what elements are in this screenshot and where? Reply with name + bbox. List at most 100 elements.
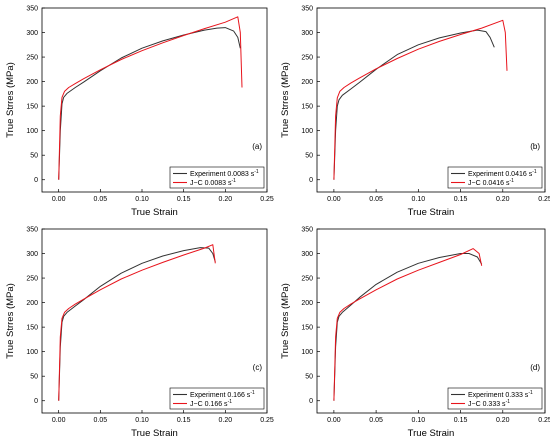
y-tick-label: 0 xyxy=(309,398,313,405)
legend-unit-superscript: -1 xyxy=(506,399,511,405)
legend-label-experiment: Experiment 0.333 s-1 xyxy=(468,390,533,399)
y-axis-title: True Strres (MPa) xyxy=(280,283,291,359)
jc-series-line xyxy=(333,19,508,180)
chart-panel-3: 0.00 0.05 0.10 0.15 0.20 0.25 0 50 100 150 200 250 3… xyxy=(5,227,274,440)
y-tick-label: 100 xyxy=(301,128,313,135)
x-tick-label: 0.20 xyxy=(496,196,510,203)
y-tick-label: 250 xyxy=(301,55,313,62)
legend: Experiment 0.166 s-1J−C 0.166 s-1 xyxy=(169,387,265,410)
x-tick-label: 0.15 xyxy=(454,196,468,203)
y-axis-title: True Strres (MPa) xyxy=(5,283,16,359)
y-tick-label: 100 xyxy=(301,349,313,356)
x-tick-label: 0.05 xyxy=(94,417,108,424)
y-tick-label: 50 xyxy=(305,374,313,381)
plot-frame xyxy=(41,228,268,414)
y-tick-label: 0 xyxy=(34,177,38,184)
x-tick-label: 0.20 xyxy=(496,417,510,424)
legend-unit-superscript: -1 xyxy=(250,390,255,396)
y-tick-label: 150 xyxy=(301,104,313,111)
y-tick-label: 300 xyxy=(301,30,313,37)
chart-panel-4: 0.00 0.05 0.10 0.15 0.20 0.25 0 50 100 150 200 250 3… xyxy=(280,227,550,440)
legend-box xyxy=(447,387,543,410)
x-tick-label: 0.15 xyxy=(177,417,191,424)
x-tick-label: 0.15 xyxy=(177,196,191,203)
legend-series-name: J−C 0.333 s xyxy=(468,401,506,408)
x-axis-title: True Strain xyxy=(131,428,178,439)
x-tick-label: 0.20 xyxy=(219,417,233,424)
x-tick-label: 0.10 xyxy=(412,417,426,424)
x-tick-label: 0.20 xyxy=(219,196,233,203)
legend-label-experiment: Experiment 0.0416 s-1 xyxy=(468,169,537,178)
experiment-series-line xyxy=(333,29,495,180)
legend-box xyxy=(169,166,265,189)
panel-label: (c) xyxy=(253,363,263,372)
legend: Experiment 0.0416 s-1J−C 0.0416 s-1 xyxy=(447,166,543,189)
x-tick-label: 0.25 xyxy=(538,417,550,424)
y-tick-label: 250 xyxy=(26,276,38,283)
legend-unit-superscript: -1 xyxy=(228,399,233,405)
legend-unit-superscript: -1 xyxy=(509,178,514,184)
y-tick-label: 350 xyxy=(301,6,313,13)
x-tick-label: 0.15 xyxy=(454,417,468,424)
y-axis-title: True Strres (MPa) xyxy=(5,62,16,138)
panel-label: (d) xyxy=(530,363,540,372)
x-axis-title: True Strain xyxy=(408,207,455,218)
jc-series-line xyxy=(333,248,483,401)
x-tick-label: 0.05 xyxy=(94,196,108,203)
legend-unit-superscript: -1 xyxy=(532,169,537,175)
legend-label-experiment: Experiment 0.166 s-1 xyxy=(190,390,255,399)
y-tick-label: 50 xyxy=(305,153,313,160)
plot-frame xyxy=(316,7,546,193)
chart-panel-2: 0.00 0.05 0.10 0.15 0.20 0.25 0 50 100 150 200 250 3… xyxy=(280,6,550,219)
x-axis-title: True Strain xyxy=(408,428,455,439)
y-tick-label: 150 xyxy=(301,325,313,332)
y-tick-label: 0 xyxy=(309,177,313,184)
y-tick-label: 150 xyxy=(26,104,38,111)
x-axis-title: True Strain xyxy=(131,207,178,218)
legend-box xyxy=(169,387,265,410)
panel-label: (b) xyxy=(530,142,540,151)
y-tick-label: 200 xyxy=(301,300,313,307)
y-tick-label: 50 xyxy=(30,153,38,160)
legend-label-experiment: Experiment 0.0083 s-1 xyxy=(190,169,259,178)
y-tick-label: 350 xyxy=(301,227,313,234)
y-tick-label: 350 xyxy=(26,6,38,13)
y-axis-title: True Strres (MPa) xyxy=(280,62,291,138)
y-tick-label: 250 xyxy=(301,276,313,283)
panel-label: (a) xyxy=(252,142,262,151)
legend-unit-superscript: -1 xyxy=(254,169,259,175)
x-tick-label: 0.05 xyxy=(369,417,383,424)
y-tick-label: 200 xyxy=(26,79,38,86)
plot-frame xyxy=(316,228,546,414)
chart-panel-1: 0.00 0.05 0.10 0.15 0.20 0.25 0 50 100 150 200 250 3… xyxy=(5,6,274,219)
x-tick-label: 0.00 xyxy=(52,417,66,424)
legend-series-name: J−C 0.0416 s xyxy=(468,180,510,187)
x-tick-label: 0.10 xyxy=(412,196,426,203)
legend-series-name: J−C 0.166 s xyxy=(190,401,228,408)
legend: Experiment 0.333 s-1J−C 0.333 s-1 xyxy=(447,387,543,410)
y-tick-label: 150 xyxy=(26,325,38,332)
y-tick-label: 250 xyxy=(26,55,38,62)
y-tick-label: 300 xyxy=(301,251,313,258)
legend-unit-superscript: -1 xyxy=(528,390,533,396)
y-tick-label: 200 xyxy=(301,79,313,86)
legend-series-name: Experiment 0.333 s xyxy=(468,392,529,399)
x-tick-label: 0.10 xyxy=(135,417,149,424)
legend-series-name: Experiment 0.166 s xyxy=(190,392,251,399)
x-tick-label: 0.00 xyxy=(52,196,66,203)
legend-series-name: Experiment 0.0416 s xyxy=(468,171,533,178)
experiment-series-line xyxy=(58,27,241,180)
legend-series-name: Experiment 0.0083 s xyxy=(190,171,255,178)
x-tick-label: 0.00 xyxy=(327,196,341,203)
legend-series-name: J−C 0.0083 s xyxy=(190,180,232,187)
plot-frame xyxy=(41,7,268,193)
legend-label-jc: J−C 0.0416 s-1 xyxy=(468,178,514,187)
legend-unit-superscript: -1 xyxy=(231,178,236,184)
experiment-series-line xyxy=(58,247,216,401)
y-tick-label: 0 xyxy=(34,398,38,405)
legend-label-jc: J−C 0.166 s-1 xyxy=(190,399,232,408)
experiment-series-line xyxy=(333,253,483,401)
x-tick-label: 0.05 xyxy=(369,196,383,203)
legend-box xyxy=(447,166,543,189)
